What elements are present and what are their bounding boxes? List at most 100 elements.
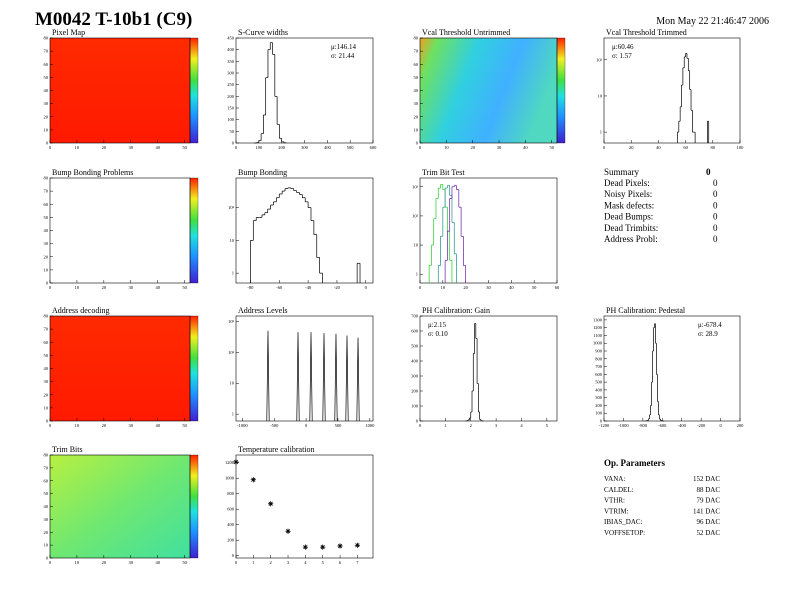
panel-title: Vcal Threshold Untrimmed bbox=[422, 28, 510, 37]
y-tick-label: 1000 bbox=[225, 476, 235, 481]
panel-title: PH Calibration: Gain bbox=[422, 306, 490, 315]
x-tick-label: -80 bbox=[247, 285, 254, 290]
x-tick-label: 500 bbox=[347, 145, 355, 150]
x-tick-label: 4 bbox=[520, 423, 523, 428]
x-tick-label: -1200 bbox=[599, 423, 610, 428]
y-tick-label: 80 bbox=[414, 36, 419, 41]
y-tick-label: 10 bbox=[414, 243, 419, 248]
x-tick-label: 20 bbox=[102, 560, 107, 565]
y-tick-label: 10 bbox=[44, 127, 49, 132]
stat-text: μ:146.14 bbox=[331, 43, 356, 51]
x-tick-label: 4 bbox=[304, 560, 307, 565]
y-tick-label: 300 bbox=[595, 395, 603, 400]
peak bbox=[309, 332, 313, 422]
y-tick-label: 100 bbox=[227, 117, 235, 122]
x-tick-label: 10 bbox=[441, 285, 446, 290]
y-tick-label: 0 bbox=[46, 141, 49, 146]
point bbox=[337, 543, 343, 549]
x-tick-label: 50 bbox=[549, 145, 554, 150]
op-value: 79 DAC bbox=[696, 497, 720, 505]
y-tick-label: 700 bbox=[595, 364, 603, 369]
y-tick-label: 1 bbox=[416, 272, 418, 277]
x-tick-label: 200 bbox=[278, 145, 286, 150]
y-tick-label: 20 bbox=[44, 114, 49, 119]
y-tick-label: 1100 bbox=[593, 333, 603, 338]
y-tick-label: 100 bbox=[595, 411, 603, 416]
panel-title: Vcal Threshold Trimmed bbox=[606, 28, 687, 37]
stat-text: μ:-678.4 bbox=[698, 321, 722, 329]
panel-title: PH Calibration: Pedestal bbox=[606, 306, 686, 315]
y-tick-label: 1 bbox=[232, 412, 234, 417]
summary-value: 0 bbox=[713, 189, 718, 199]
stat-text: σ: 28.9 bbox=[698, 330, 718, 338]
summary-box: Summary 0 bbox=[604, 167, 711, 177]
x-tick-label: 50 bbox=[182, 145, 187, 150]
x-tick-label: 30 bbox=[129, 560, 134, 565]
x-tick-label: 20 bbox=[629, 145, 634, 150]
y-tick-label: 1 bbox=[232, 271, 234, 276]
summary-value: 0 bbox=[713, 178, 718, 188]
x-tick-label: 10 bbox=[75, 285, 80, 290]
x-tick-label: -500 bbox=[270, 423, 279, 428]
y-tick-label: 800 bbox=[227, 491, 235, 496]
y-tick-label: 0 bbox=[416, 141, 419, 146]
y-tick-label: 60 bbox=[44, 202, 49, 207]
y-tick-label: 1200 bbox=[593, 325, 603, 330]
y-tick-label: 10² bbox=[228, 350, 235, 355]
y-tick-label: 10² bbox=[228, 205, 235, 210]
op-label: VANA: bbox=[604, 475, 625, 483]
op-value: 52 DAC bbox=[696, 529, 720, 537]
plot-frame bbox=[603, 37, 741, 144]
summary-label: Dead Pixels: bbox=[604, 178, 650, 188]
summary-title: Summary bbox=[604, 167, 639, 177]
op-value: 152 DAC bbox=[693, 475, 720, 483]
y-tick-label: 10³ bbox=[412, 184, 419, 189]
y-tick-label: 30 bbox=[44, 379, 49, 384]
summary-label: Noisy Pixels: bbox=[604, 189, 652, 199]
point bbox=[302, 544, 308, 550]
y-tick-label: 300 bbox=[227, 71, 235, 76]
stat-text: μ:60.46 bbox=[612, 43, 634, 51]
heatmap-image bbox=[50, 455, 190, 558]
x-tick-label: -600 bbox=[658, 423, 667, 428]
y-tick-label: 20 bbox=[44, 530, 49, 535]
y-tick-label: 80 bbox=[44, 453, 49, 458]
x-tick-label: 40 bbox=[155, 285, 160, 290]
x-tick-label: 3 bbox=[287, 560, 290, 565]
y-tick-label: 200 bbox=[411, 389, 419, 394]
x-tick-label: 600 bbox=[370, 145, 378, 150]
x-tick-label: 400 bbox=[324, 145, 332, 150]
op-value: 141 DAC bbox=[693, 507, 720, 515]
x-tick-label: 10 bbox=[75, 423, 80, 428]
op-label: VOFFSETOP: bbox=[604, 529, 645, 537]
op-value: 88 DAC bbox=[696, 486, 720, 494]
x-tick-label: 200 bbox=[737, 423, 745, 428]
x-tick-label: 20 bbox=[470, 145, 475, 150]
y-tick-label: 30 bbox=[44, 101, 49, 106]
x-tick-label: 100 bbox=[255, 145, 263, 150]
x-tick-label: -1000 bbox=[618, 423, 629, 428]
y-tick-label: 0 bbox=[232, 141, 235, 146]
x-tick-label: 40 bbox=[155, 145, 160, 150]
panel-title: Bump Bonding bbox=[238, 168, 287, 177]
point bbox=[233, 459, 239, 465]
y-tick-label: 1200 bbox=[225, 460, 235, 465]
x-tick-label: 20 bbox=[102, 423, 107, 428]
x-tick-label: 0 bbox=[235, 560, 238, 565]
op-value: 96 DAC bbox=[696, 518, 720, 526]
summary-value: 0 bbox=[713, 212, 718, 222]
y-tick-label: 0 bbox=[46, 556, 49, 561]
x-tick-label: 40 bbox=[509, 285, 514, 290]
stat-text: μ:2.15 bbox=[428, 321, 446, 329]
point bbox=[285, 528, 291, 534]
y-tick-label: 60 bbox=[44, 478, 49, 483]
x-tick-label: 20 bbox=[463, 285, 468, 290]
x-tick-label: 0 bbox=[305, 423, 308, 428]
y-tick-label: 0 bbox=[600, 419, 603, 424]
peak bbox=[334, 333, 338, 422]
y-tick-label: 30 bbox=[414, 101, 419, 106]
x-tick-label: 5 bbox=[322, 560, 325, 565]
y-tick-label: 200 bbox=[595, 403, 603, 408]
y-tick-label: 20 bbox=[44, 254, 49, 259]
y-tick-label: 500 bbox=[411, 344, 419, 349]
